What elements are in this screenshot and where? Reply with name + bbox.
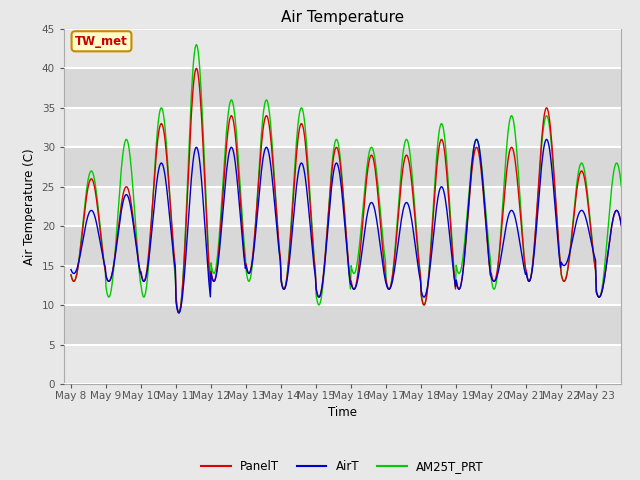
Text: TW_met: TW_met — [75, 35, 128, 48]
Bar — [64, 226, 621, 265]
Bar — [64, 29, 621, 68]
Bar — [64, 147, 621, 187]
Bar — [64, 345, 621, 384]
Legend: PanelT, AirT, AM25T_PRT: PanelT, AirT, AM25T_PRT — [196, 455, 488, 478]
Bar — [64, 187, 621, 226]
Bar — [64, 305, 621, 345]
Bar — [64, 265, 621, 305]
Title: Air Temperature: Air Temperature — [281, 10, 404, 25]
X-axis label: Time: Time — [328, 407, 357, 420]
Y-axis label: Air Temperature (C): Air Temperature (C) — [23, 148, 36, 264]
Bar — [64, 108, 621, 147]
Bar — [64, 68, 621, 108]
